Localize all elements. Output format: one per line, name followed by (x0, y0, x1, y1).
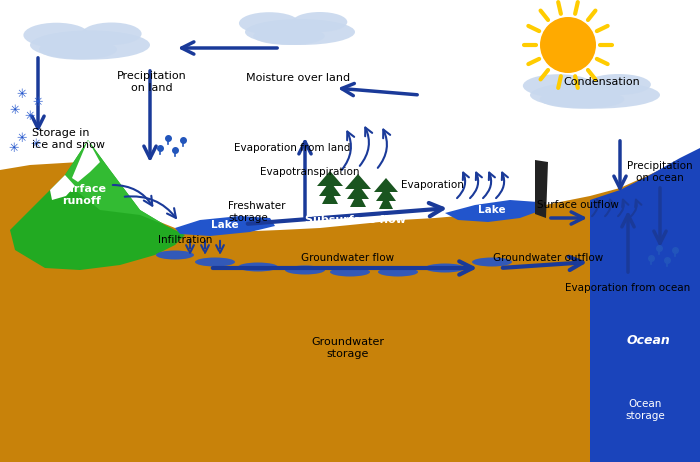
Polygon shape (384, 182, 388, 192)
Ellipse shape (238, 262, 278, 272)
Polygon shape (0, 155, 700, 462)
Text: Lake: Lake (211, 220, 239, 230)
Text: Evaporation from ocean: Evaporation from ocean (566, 283, 691, 293)
Text: Ocean: Ocean (626, 334, 670, 346)
Polygon shape (0, 225, 700, 462)
Ellipse shape (586, 74, 651, 95)
Text: Subsurface flow: Subsurface flow (304, 215, 405, 225)
Polygon shape (317, 171, 343, 186)
Ellipse shape (330, 267, 370, 276)
Polygon shape (356, 178, 360, 189)
Ellipse shape (23, 23, 90, 48)
Text: Freshwater
storage: Freshwater storage (228, 201, 286, 223)
Polygon shape (535, 160, 548, 218)
Polygon shape (347, 184, 369, 199)
Text: Storage in
ice and snow: Storage in ice and snow (32, 128, 105, 150)
Ellipse shape (378, 267, 418, 276)
Text: Evaporation from land: Evaporation from land (234, 143, 350, 153)
Text: Precipitation
on land: Precipitation on land (117, 71, 187, 93)
Polygon shape (374, 178, 398, 192)
Polygon shape (379, 195, 393, 209)
Text: ✳: ✳ (17, 132, 27, 145)
Polygon shape (10, 140, 185, 270)
Polygon shape (65, 140, 165, 225)
Text: Surface outflow: Surface outflow (537, 200, 619, 210)
Text: ✳: ✳ (33, 96, 43, 109)
Polygon shape (72, 140, 100, 182)
Text: ✳: ✳ (10, 103, 20, 116)
Text: Moisture over land: Moisture over land (246, 73, 350, 83)
Ellipse shape (195, 257, 235, 267)
Text: ✳: ✳ (8, 141, 20, 154)
Ellipse shape (156, 250, 194, 260)
Polygon shape (328, 175, 332, 186)
Polygon shape (345, 174, 371, 189)
Text: Surface
runoff: Surface runoff (58, 184, 106, 206)
Ellipse shape (425, 263, 465, 273)
Text: ✳: ✳ (25, 109, 35, 122)
Ellipse shape (540, 90, 624, 109)
Polygon shape (590, 148, 700, 462)
Ellipse shape (293, 12, 347, 32)
Polygon shape (50, 175, 75, 200)
Text: Groundwater flow: Groundwater flow (302, 253, 395, 263)
Ellipse shape (82, 23, 141, 45)
Text: Lake: Lake (478, 205, 506, 215)
Ellipse shape (39, 39, 117, 60)
Polygon shape (319, 181, 341, 196)
Ellipse shape (30, 30, 150, 60)
Ellipse shape (285, 266, 325, 274)
Text: Infiltration: Infiltration (158, 235, 212, 245)
Ellipse shape (530, 81, 660, 109)
Polygon shape (350, 192, 366, 207)
Polygon shape (376, 187, 396, 201)
Text: ✳: ✳ (31, 138, 41, 151)
Circle shape (540, 17, 596, 73)
Text: Precipitation
on ocean: Precipitation on ocean (627, 161, 693, 183)
Polygon shape (445, 200, 542, 222)
Polygon shape (175, 216, 275, 236)
Ellipse shape (472, 257, 512, 267)
Text: Condensation: Condensation (564, 77, 640, 87)
Text: Ocean
storage: Ocean storage (625, 399, 665, 421)
Text: Groundwater outflow: Groundwater outflow (493, 253, 603, 263)
Text: Evaporation: Evaporation (400, 180, 463, 190)
Ellipse shape (245, 19, 355, 45)
Text: Evapotranspiration: Evapotranspiration (260, 167, 360, 177)
Text: Groundwater
storage: Groundwater storage (312, 337, 384, 359)
Ellipse shape (239, 12, 300, 34)
Text: ✳: ✳ (17, 89, 27, 102)
Ellipse shape (253, 27, 325, 45)
Polygon shape (322, 189, 338, 204)
Ellipse shape (523, 74, 594, 97)
